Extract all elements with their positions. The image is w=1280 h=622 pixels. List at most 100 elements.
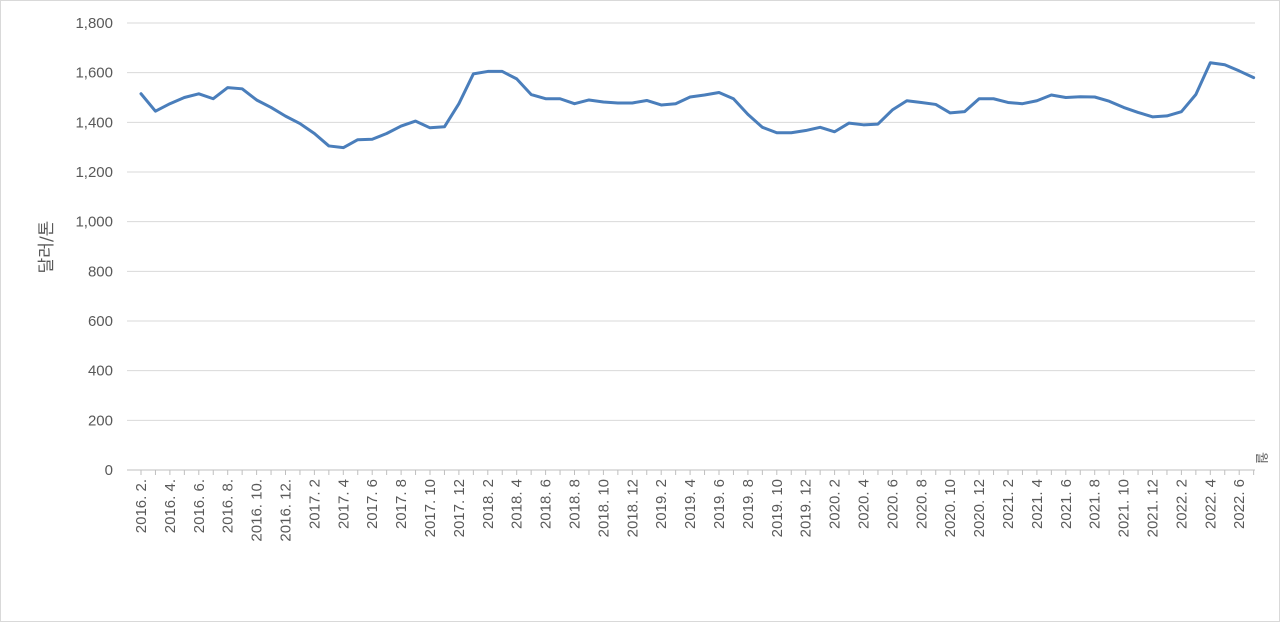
x-tick-label: 2021. 12: [1145, 479, 1162, 537]
x-axis-unit-label: 월: [1253, 452, 1268, 464]
data-point: [992, 97, 995, 100]
data-point: [645, 99, 648, 102]
data-point: [529, 93, 533, 96]
x-tick-label: 2021. 8: [1087, 479, 1104, 529]
data-point: [428, 126, 432, 129]
data-point: [1165, 114, 1169, 118]
x-tick-label: 2022. 6: [1231, 479, 1248, 529]
x-tick-label: 2019. 10: [769, 479, 786, 537]
data-point: [1107, 100, 1111, 103]
x-tick-label: 2019. 2: [653, 479, 670, 529]
data-point: [674, 102, 677, 105]
x-tick-label: 2020. 8: [913, 479, 930, 529]
data-point: [949, 111, 952, 115]
x-tick-label: 2016. 6.: [191, 479, 208, 533]
data-point: [385, 132, 388, 135]
data-point: [963, 110, 966, 113]
x-tick-label: 2022. 2: [1173, 479, 1190, 529]
data-point: [558, 97, 562, 100]
x-tick-label: 2016. 2.: [133, 479, 150, 533]
x-tick-label: 2019. 4: [682, 479, 699, 529]
x-tick-label: 2017. 2: [306, 479, 323, 529]
data-point: [1093, 95, 1096, 99]
data-point: [688, 95, 692, 99]
data-point: [1021, 102, 1024, 105]
y-tick-label: 1,800: [75, 15, 113, 32]
data-point: [1180, 110, 1183, 113]
data-point: [183, 96, 186, 99]
data-point: [1122, 106, 1125, 109]
data-point: [501, 70, 504, 73]
x-tick-label: 2018. 4: [509, 479, 526, 529]
data-point: [934, 103, 937, 106]
y-tick-labels: 0 200 400 600 800 1,000 1,200 1,400 1,600 1,800: [75, 15, 113, 479]
data-point: [616, 101, 620, 105]
y-tick-label: 0: [105, 462, 113, 479]
data-point: [717, 91, 721, 94]
y-tick-label: 400: [88, 363, 113, 380]
data-point: [703, 93, 706, 97]
data-point: [876, 122, 880, 126]
data-point: [1035, 99, 1039, 102]
x-tick-label: 2017. 6: [364, 479, 381, 529]
data-point: [298, 122, 302, 125]
data-point: [1050, 93, 1053, 97]
data-point: [544, 97, 547, 100]
data-point: [833, 130, 836, 133]
data-point: [891, 108, 894, 112]
data-point: [847, 121, 851, 125]
data-point: [602, 100, 605, 104]
x-tick-label: 2021. 10: [1116, 479, 1133, 537]
x-tick-label: 2020. 6: [884, 479, 901, 529]
series-line: [139, 61, 1256, 150]
x-tick-label: 2020. 4: [856, 479, 873, 529]
x-tick-labels: 2016. 2. 2016. 4. 2016. 6. 2016. 8. 2016. 10…: [133, 470, 1255, 542]
data-point: [414, 119, 417, 123]
x-tick-label: 2021. 2: [1000, 479, 1017, 529]
data-point: [255, 98, 258, 102]
x-tick-label: 2021. 6: [1058, 479, 1075, 529]
data-point: [342, 146, 345, 149]
data-point: [443, 125, 446, 129]
x-tick-label: 2017. 12: [451, 479, 468, 537]
data-point: [1006, 101, 1010, 104]
data-point: [1223, 63, 1226, 66]
data-point: [327, 144, 331, 148]
data-point: [1252, 76, 1255, 79]
data-point: [399, 124, 403, 128]
data-point: [862, 123, 865, 127]
data-point: [269, 106, 273, 109]
data-point: [1136, 111, 1140, 114]
data-point: [284, 114, 287, 118]
data-point: [486, 70, 489, 73]
x-tick-label: 2019. 6: [711, 479, 728, 529]
data-point: [1151, 115, 1154, 119]
x-tick-label: 2018. 12: [624, 479, 641, 537]
data-point: [804, 129, 807, 132]
data-point: [920, 101, 923, 104]
data-point: [457, 102, 461, 105]
data-point: [515, 77, 518, 81]
series-group: [139, 61, 1256, 150]
x-tick-label: 2021. 4: [1029, 479, 1046, 529]
data-point: [1209, 61, 1212, 64]
data-point: [587, 98, 591, 102]
data-point: [631, 101, 634, 105]
data-point: [761, 126, 764, 129]
y-tick-label: 800: [88, 263, 113, 280]
x-tick-label: 2018. 10: [595, 479, 612, 537]
y-tick-label: 600: [88, 313, 113, 330]
data-point: [905, 99, 909, 102]
y-tick-label: 1,000: [75, 214, 113, 231]
data-point: [1064, 96, 1068, 99]
data-point: [746, 113, 750, 116]
x-tick-label: 2020. 12: [971, 479, 988, 537]
x-tick-label: 2018. 2: [480, 479, 497, 529]
x-tick-label: 2016. 10.: [249, 479, 266, 542]
data-point: [977, 97, 981, 100]
data-point: [212, 97, 215, 100]
x-tick-label: 2016. 12.: [278, 479, 295, 542]
data-point: [573, 102, 576, 105]
data-point: [1194, 93, 1198, 96]
data-point: [660, 103, 663, 107]
